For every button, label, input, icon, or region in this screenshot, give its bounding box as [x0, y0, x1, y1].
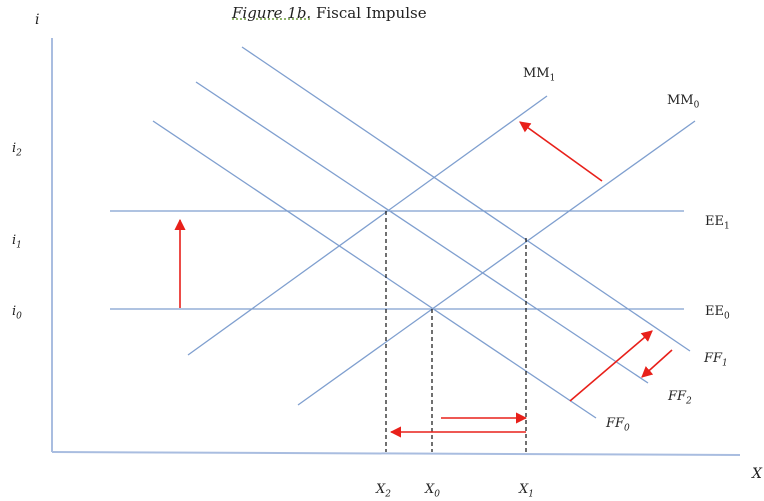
ff-shift-down-arrow [641, 349, 673, 378]
mm0-curve [297, 120, 696, 406]
ee0-label: EE0 [705, 304, 730, 322]
y-tick-i1: i1 [12, 233, 22, 251]
mm-shift-arrow [519, 121, 603, 182]
mm1-label: MM1 [523, 66, 556, 84]
x-axis [51, 451, 741, 456]
figure-caption: Fiscal Impulse [311, 4, 427, 22]
ff0-label: FF0 [606, 416, 630, 434]
ff-shift-up-arrow [569, 330, 653, 402]
figure-title: Figure 1b. Fiscal Impulse [232, 4, 427, 22]
ee1-label: EE1 [705, 214, 730, 232]
figure-number: Figure 1b. [232, 4, 312, 22]
x-axis-label: X [752, 466, 762, 482]
ff1-label: FF1 [704, 351, 728, 369]
ff1-curve [241, 46, 691, 352]
ff0-curve [152, 120, 597, 419]
x-tick-x0: X0 [425, 482, 440, 500]
ff2-label: FF2 [668, 389, 692, 407]
x-tick-x1: X1 [519, 482, 534, 500]
mm1-curve [187, 95, 548, 356]
y-tick-i0: i0 [12, 304, 22, 322]
x-tick-x2: X2 [376, 482, 391, 500]
ff2-curve [195, 81, 649, 384]
y-tick-i2: i2 [12, 141, 22, 159]
mm0-label: MM0 [667, 93, 700, 111]
y-axis-label: i [35, 12, 40, 28]
